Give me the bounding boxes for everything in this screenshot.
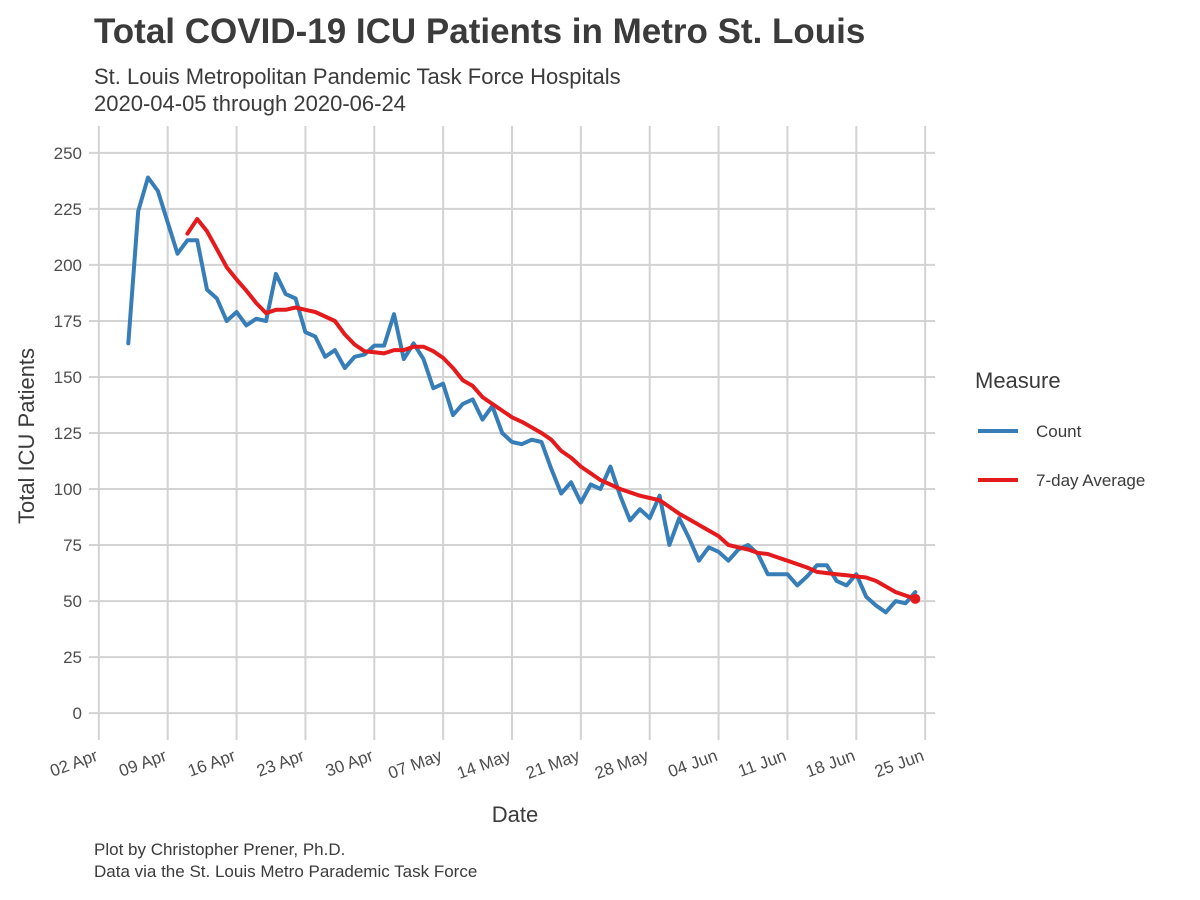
x-tick-label: 02 Apr [48, 746, 101, 781]
x-tick-label: 09 Apr [116, 746, 169, 781]
y-tick-label: 225 [54, 200, 82, 219]
legend-label-count: Count [1036, 422, 1082, 441]
series-line-count [126, 175, 918, 615]
caption-line-1: Plot by Christopher Prener, Ph.D. [94, 840, 346, 859]
x-tick-label: 07 May [386, 746, 445, 783]
x-tick-label: 23 Apr [254, 746, 307, 781]
series-line-7-day-average [185, 217, 918, 601]
chart-subtitle-line-1: St. Louis Metropolitan Pandemic Task For… [94, 64, 621, 89]
x-tick-label: 04 Jun [665, 746, 719, 781]
x-axis-tick-labels: 02 Apr 09 Apr 16 Apr 23 Apr 30 Apr 07 May 14 M… [48, 746, 927, 783]
x-axis-title: Date [492, 802, 538, 827]
y-axis-tick-labels: 0 25 50 75 100 125 150 175 200 225 250 [54, 144, 82, 723]
x-tick-label: 21 May [523, 746, 582, 783]
y-tick-label: 175 [54, 312, 82, 331]
chart-subtitle-line-2: 2020-04-05 through 2020-06-24 [94, 91, 406, 116]
y-tick-label: 250 [54, 144, 82, 163]
chart-title: Total COVID-19 ICU Patients in Metro St.… [94, 12, 866, 51]
legend: Measure Count 7-day Average [975, 368, 1145, 490]
y-tick-label: 75 [63, 536, 82, 555]
y-tick-label: 25 [63, 648, 82, 667]
x-tick-label: 25 Jun [872, 746, 926, 781]
end-point-marker [910, 593, 921, 604]
x-tick-label: 28 May [592, 746, 651, 783]
caption-line-2: Data via the St. Louis Metro Parademic T… [94, 862, 478, 881]
grid-lines [89, 126, 935, 740]
y-tick-label: 50 [63, 592, 82, 611]
y-tick-label: 0 [73, 704, 82, 723]
x-tick-label: 18 Jun [803, 746, 857, 781]
y-tick-label: 125 [54, 424, 82, 443]
x-tick-label: 11 Jun [736, 746, 789, 781]
y-tick-label: 200 [54, 256, 82, 275]
x-tick-label: 14 May [454, 746, 513, 783]
y-tick-label: 100 [54, 480, 82, 499]
x-tick-label: 16 Apr [185, 746, 238, 781]
series-lines [126, 175, 921, 615]
x-tick-label: 30 Apr [323, 746, 376, 781]
legend-label-7-day-average: 7-day Average [1036, 471, 1145, 490]
y-tick-label: 150 [54, 368, 82, 387]
y-axis-title: Total ICU Patients [14, 348, 39, 524]
legend-title: Measure [975, 368, 1061, 393]
